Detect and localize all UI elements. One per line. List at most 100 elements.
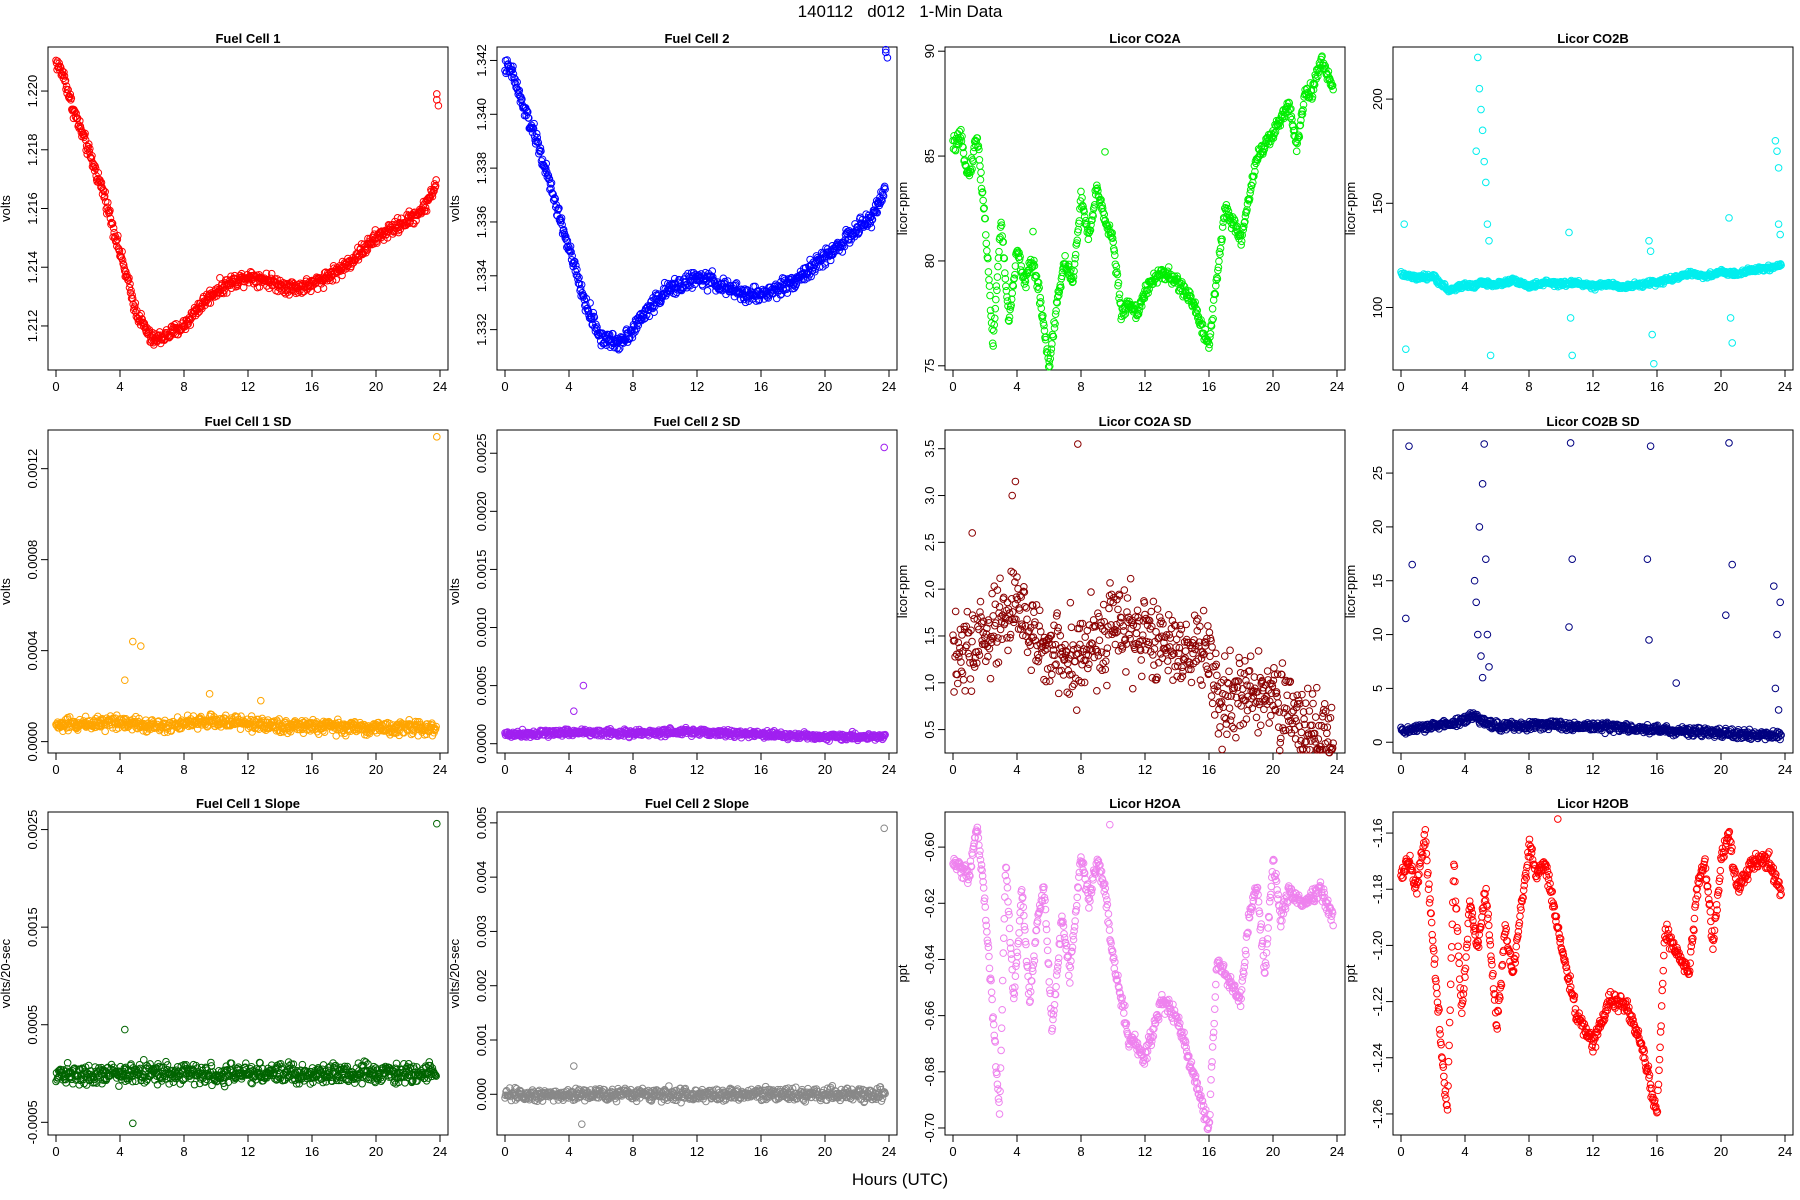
data-point xyxy=(106,206,114,215)
data-point xyxy=(579,681,588,690)
data-points xyxy=(949,52,1337,371)
data-point xyxy=(880,443,889,452)
data-point xyxy=(566,242,575,251)
y-tick-label: 0.0025 xyxy=(474,433,489,473)
data-point xyxy=(1084,664,1092,673)
x-tick-label: 0 xyxy=(52,762,59,777)
y-tick-label: 1.340 xyxy=(474,98,489,131)
data-point xyxy=(536,147,544,156)
data-point xyxy=(58,67,67,75)
data-point xyxy=(1035,606,1044,615)
data-point xyxy=(1123,594,1132,602)
data-point xyxy=(67,94,76,102)
x-tick-label: 16 xyxy=(305,762,319,777)
chart-title: Fuel Cell 2 SD xyxy=(654,414,741,429)
y-tick-label: 1.5 xyxy=(922,627,937,645)
data-point xyxy=(193,309,202,317)
data-point xyxy=(544,171,553,180)
data-point xyxy=(1133,606,1142,615)
data-point xyxy=(951,607,960,616)
data-point xyxy=(613,344,621,352)
chart-panel: Fuel Cell 10 4 8 12 16 20 241.2121.2141.2161.2… xyxy=(0,31,449,394)
data-point xyxy=(648,304,657,313)
x-tick-label: 12 xyxy=(241,379,255,394)
x-tick-label: 8 xyxy=(1077,379,1084,394)
data-point xyxy=(108,219,117,228)
data-point xyxy=(1482,178,1490,187)
data-point xyxy=(1087,588,1095,596)
data-point xyxy=(975,156,984,164)
y-tick-label: 2.5 xyxy=(922,533,937,551)
data-point xyxy=(1084,235,1093,244)
x-tick-label: 8 xyxy=(180,379,187,394)
data-point xyxy=(1067,623,1076,632)
data-point xyxy=(1771,136,1780,145)
data-point xyxy=(509,62,517,71)
y-axis-label: volts xyxy=(447,195,462,222)
y-tick-label: 1.332 xyxy=(474,313,489,346)
data-point xyxy=(1774,164,1783,172)
data-point xyxy=(992,660,1001,668)
x-tick-label: 8 xyxy=(629,379,636,394)
data-point xyxy=(1009,569,1018,577)
data-point xyxy=(585,314,594,322)
x-tick-label: 16 xyxy=(1202,379,1216,394)
x-tick-label: 24 xyxy=(1330,762,1344,777)
y-tick-label: 0.0010 xyxy=(474,608,489,648)
data-point xyxy=(1474,53,1482,62)
data-point xyxy=(1114,605,1122,614)
data-point xyxy=(687,268,696,277)
data-point xyxy=(976,597,985,606)
data-point xyxy=(1480,157,1488,166)
data-point xyxy=(508,66,517,74)
data-point xyxy=(1472,147,1480,155)
data-point xyxy=(976,162,984,170)
data-point xyxy=(555,204,563,213)
data-point xyxy=(1004,646,1012,655)
data-point xyxy=(1029,227,1037,236)
data-point xyxy=(121,676,129,685)
data-point xyxy=(62,82,71,91)
plot-frame xyxy=(496,429,898,754)
chart-panel: Fuel Cell 2 SD0 4 8 12 16 20 240.00000.00050.0… xyxy=(447,414,898,777)
data-point xyxy=(1072,706,1081,714)
x-tick-label: 24 xyxy=(433,379,447,394)
x-tick-label: 20 xyxy=(369,762,383,777)
data-point xyxy=(1725,214,1733,222)
data-point xyxy=(559,225,568,234)
data-point xyxy=(109,224,118,232)
data-point xyxy=(995,247,1003,256)
x-tick-label: 12 xyxy=(690,762,704,777)
plot-frame xyxy=(47,429,449,754)
data-point xyxy=(698,282,707,290)
data-point xyxy=(1164,666,1172,675)
y-tick-label: 1.342 xyxy=(474,44,489,77)
data-point xyxy=(1106,579,1114,587)
data-point xyxy=(981,231,990,239)
y-tick-label: 1.336 xyxy=(474,206,489,239)
x-tick-label: 4 xyxy=(1013,762,1020,777)
data-point xyxy=(101,727,109,736)
data-point xyxy=(570,707,578,715)
data-point xyxy=(966,675,975,683)
data-point xyxy=(590,313,599,321)
data-point xyxy=(118,247,126,256)
data-point xyxy=(1095,636,1104,645)
data-point xyxy=(60,68,68,77)
data-point xyxy=(986,291,994,300)
data-point xyxy=(577,280,586,289)
data-point xyxy=(1115,290,1124,299)
chart-title: Licor CO2B xyxy=(1557,31,1629,46)
data-points xyxy=(1397,53,1785,368)
data-point xyxy=(1023,615,1031,624)
data-point xyxy=(572,261,580,270)
data-point xyxy=(328,277,337,285)
data-point xyxy=(84,140,93,148)
x-tick-label: 0 xyxy=(949,762,956,777)
data-point xyxy=(542,159,551,168)
data-point xyxy=(1132,629,1141,638)
x-tick-label: 24 xyxy=(882,762,896,777)
data-point xyxy=(993,273,1002,281)
y-tick-label: 75 xyxy=(922,359,937,373)
data-point xyxy=(433,433,441,441)
